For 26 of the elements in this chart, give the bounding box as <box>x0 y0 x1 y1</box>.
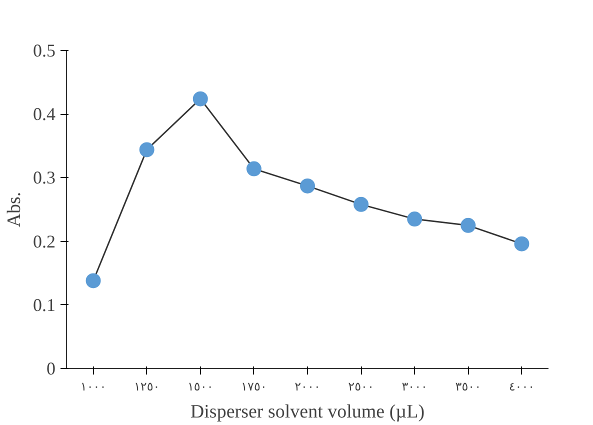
point <box>300 178 315 194</box>
point <box>246 161 262 176</box>
x-tick-label: ٢٠٠٠ <box>294 380 320 394</box>
x-tick-label: ١٥٠٠ <box>188 380 214 394</box>
point <box>514 236 530 252</box>
x-tick-label: ١٠٠٠ <box>80 380 106 394</box>
y-tick-label: 0.4 <box>33 104 56 124</box>
x-tick-label: ٢٥٠٠ <box>348 380 374 394</box>
x-tick-label: ١٢٥٠ <box>134 380 160 394</box>
point <box>354 196 369 212</box>
y-axis-title: Abs. <box>4 192 25 228</box>
y-tick-label: 0.1 <box>33 294 56 315</box>
point <box>407 212 422 227</box>
point <box>86 273 101 288</box>
x-tick-label: ٤٠٠٠ <box>508 380 535 394</box>
y-tick-label: 0.5 <box>33 40 56 60</box>
y-tick-label: 0.2 <box>33 231 56 252</box>
x-tick-label: ٣٥٠٠ <box>455 380 482 394</box>
y-tick-label: 0 <box>46 358 56 378</box>
x-tick-label: ١٧٥٠ <box>241 380 267 394</box>
x-axis-title: Disperser solvent volume (µL) <box>190 402 425 422</box>
point <box>460 218 476 233</box>
x-tick-label: ٣٠٠٠ <box>402 380 428 394</box>
y-tick-label: 0.3 <box>33 168 56 188</box>
point <box>192 91 208 106</box>
point <box>139 142 154 158</box>
